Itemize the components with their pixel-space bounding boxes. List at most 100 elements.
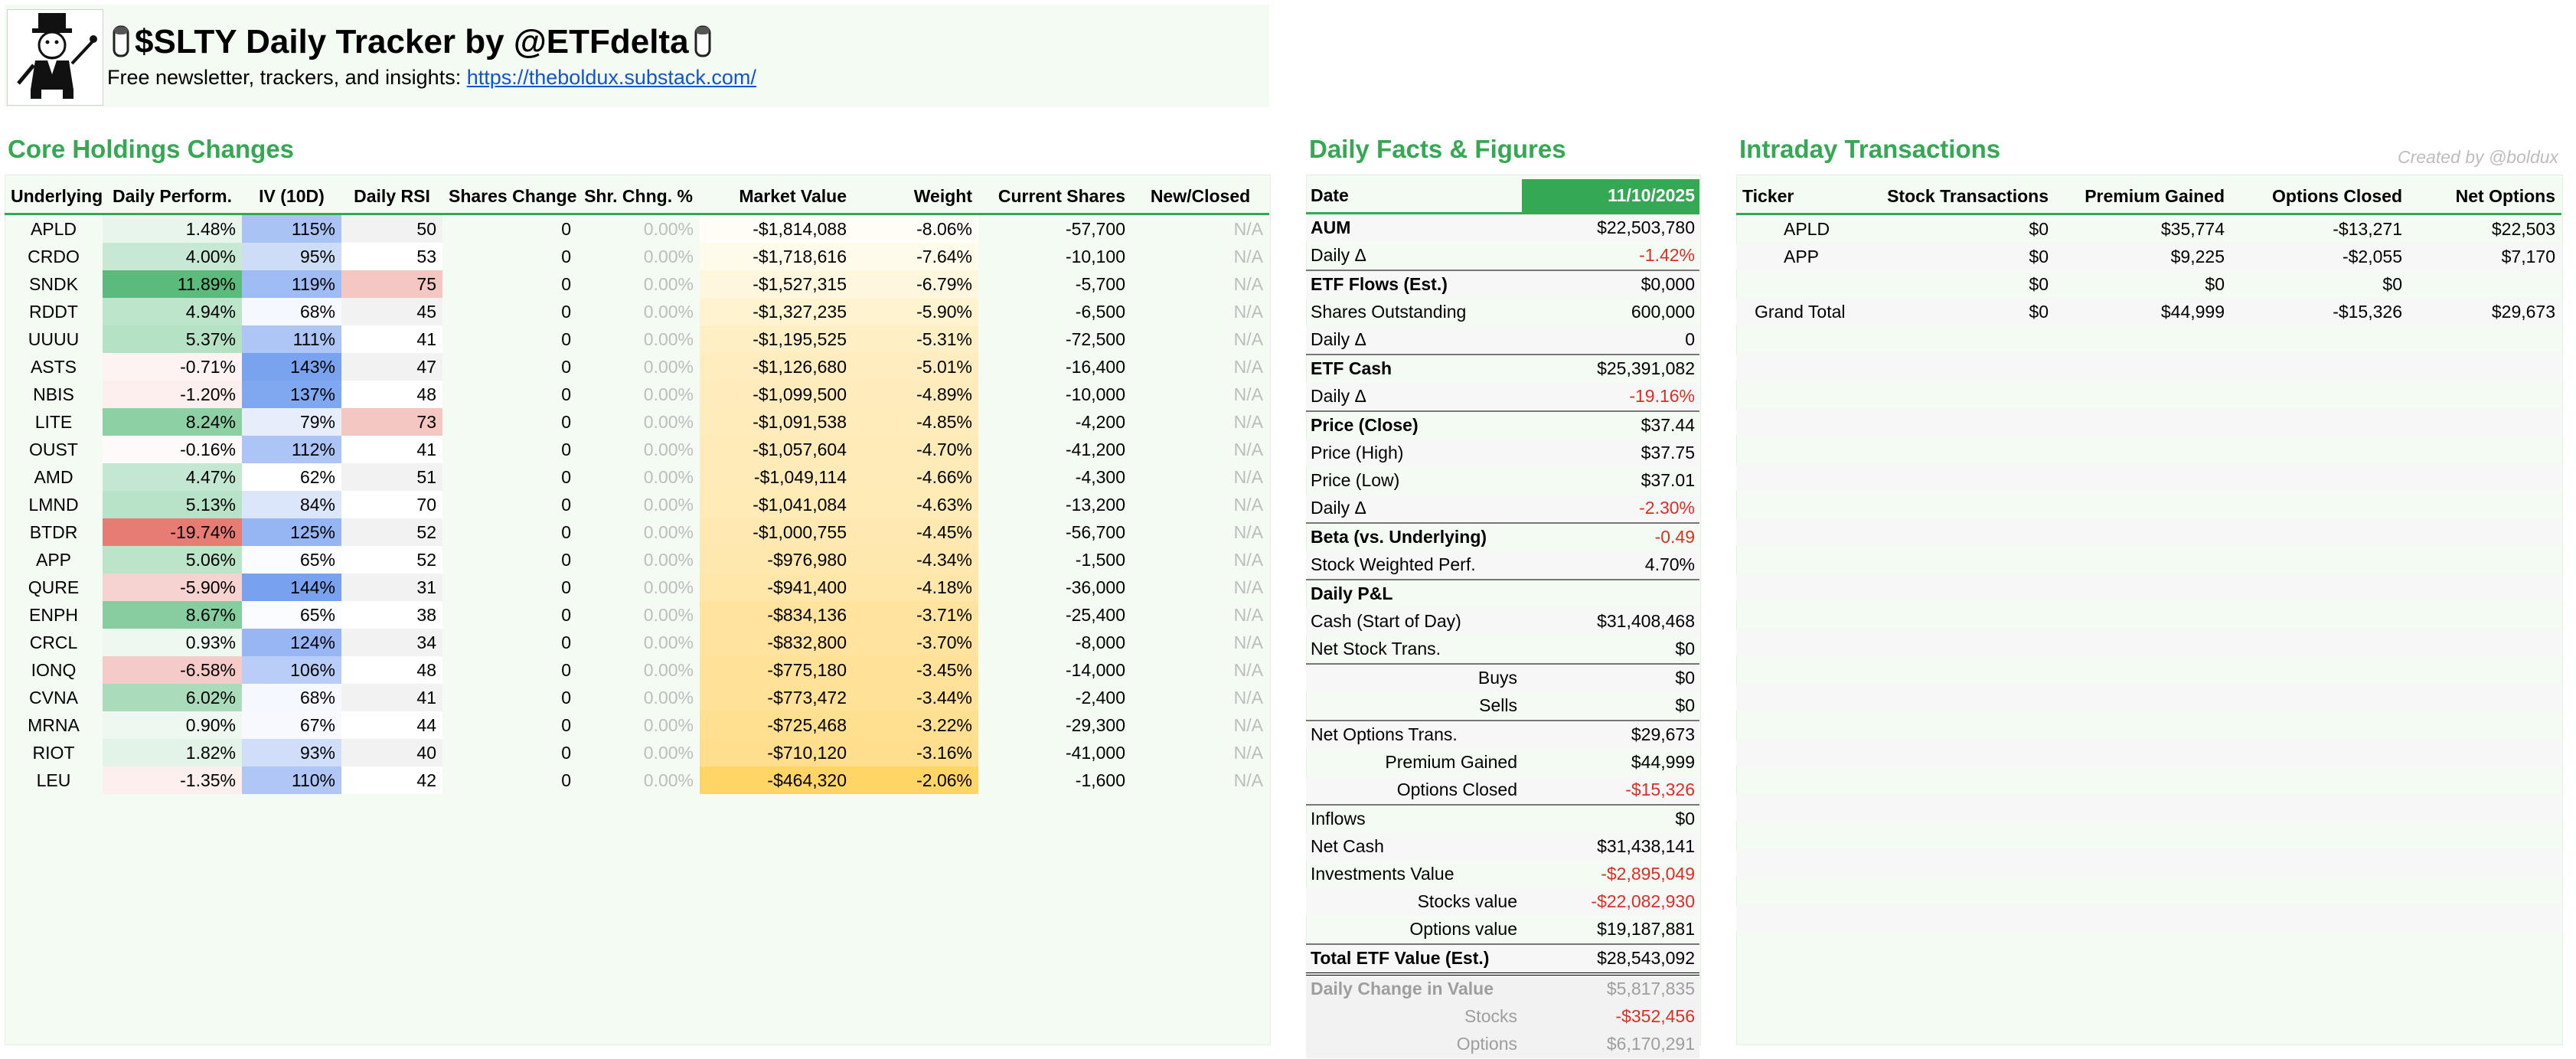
- facts-value: $31,408,468: [1522, 607, 1699, 636]
- ticker-cell: IONQ: [31, 659, 77, 680]
- empty-row: [1736, 381, 2561, 408]
- daily-perform-cell: 4.47%: [103, 463, 242, 491]
- empty-cell: [1736, 491, 1871, 518]
- current-shares-cell: -25,400: [1065, 604, 1125, 625]
- facts-row: Beta (vs. Underlying) -0.49: [1306, 521, 1699, 551]
- ticker-cell: BTDR: [29, 521, 78, 542]
- facts-label: Net Stock Trans.: [1311, 639, 1441, 659]
- facts-row: Daily Δ -1.42%: [1306, 242, 1699, 270]
- daily-perform-cell: 5.13%: [103, 491, 242, 518]
- iv-cell: 137%: [242, 381, 341, 408]
- current-shares-cell: -10,000: [1065, 384, 1125, 404]
- daily-perform-cell: -5.90%: [103, 574, 242, 601]
- premium-gained-cell: $0: [2205, 273, 2225, 294]
- rsi-cell: 52: [341, 518, 442, 546]
- weight-cell: -2.06%: [853, 766, 978, 794]
- rsi-cell: 53: [341, 243, 442, 270]
- shares-change-pct-cell: 0.00%: [643, 384, 694, 404]
- iv-cell: 110%: [242, 766, 341, 794]
- empty-cell: [2408, 656, 2561, 684]
- daily-perform-cell: -0.71%: [103, 353, 242, 381]
- table-row: ENPH 8.67% 65% 38 0 0.00% -$834,136 -3.71% -25,4…: [5, 601, 1269, 629]
- ticker-cell: ENPH: [29, 604, 78, 625]
- empty-cell: [2055, 932, 2231, 959]
- facts-value: -2.30%: [1522, 494, 1699, 523]
- creator-credit: Created by @boldux: [2398, 147, 2559, 167]
- facts-value: $0: [1675, 695, 1695, 715]
- shares-change-pct-cell: 0.00%: [643, 246, 694, 266]
- current-shares-cell: -14,000: [1065, 659, 1125, 680]
- facts-row: Daily P&L: [1306, 578, 1699, 608]
- facts-label: Daily Change in Value: [1306, 973, 1522, 1003]
- salt-shaker-icon: [694, 25, 711, 57]
- facts-row: Daily Δ -2.30%: [1306, 494, 1699, 523]
- market-value-cell: -$834,136: [700, 601, 853, 629]
- market-value-cell: -$1,057,604: [700, 436, 853, 463]
- iv-cell: 68%: [242, 298, 341, 325]
- table-row: LITE 8.24% 79% 73 0 0.00% -$1,091,538 -4.85% -4,…: [5, 408, 1269, 436]
- empty-row: [1736, 656, 2561, 684]
- shares-change-cell: 0: [561, 687, 571, 708]
- ticker-cell: RIOT: [32, 742, 75, 763]
- table-row: CRCL 0.93% 124% 34 0 0.00% -$832,800 -3.70% -8,0…: [5, 629, 1269, 656]
- facts-row: Stocks value -$22,082,930: [1306, 887, 1699, 916]
- facts-label: Options Closed: [1306, 776, 1522, 805]
- new-closed-cell: N/A: [1233, 301, 1263, 322]
- empty-cell: [2231, 711, 2408, 739]
- empty-cell: [2408, 849, 2561, 877]
- rsi-cell: 41: [341, 436, 442, 463]
- daily-perform-cell: -0.16%: [103, 436, 242, 463]
- premium-gained-cell: $9,225: [2055, 243, 2231, 270]
- ticker-cell: APLD: [30, 218, 77, 239]
- empty-row: [1736, 518, 2561, 546]
- empty-cell: [2231, 381, 2408, 408]
- facts-value: -$2,895,049: [1601, 864, 1695, 884]
- facts-value: -$22,082,930: [1522, 887, 1699, 916]
- empty-cell: [2231, 877, 2408, 904]
- empty-cell: [1871, 877, 2055, 904]
- facts-label: Net Options Trans.: [1306, 719, 1522, 749]
- shares-change-pct-cell: 0.00%: [643, 411, 694, 432]
- empty-cell: [1871, 629, 2055, 656]
- current-shares-cell: -1,600: [1075, 770, 1125, 790]
- new-closed-cell: N/A: [1233, 770, 1263, 790]
- weight-cell: -4.70%: [853, 436, 978, 463]
- empty-cell: [2055, 353, 2231, 381]
- shares-change-pct-cell: 0.00%: [643, 521, 694, 542]
- empty-cell: [1871, 932, 2055, 959]
- daily-perform-cell: 4.00%: [103, 243, 242, 270]
- stock-transactions-cell: $0: [2029, 218, 2049, 239]
- column-header: Market Value: [700, 179, 853, 215]
- newsletter-link[interactable]: https://theboldux.substack.com/: [466, 66, 756, 89]
- options-closed-cell: $0: [2382, 273, 2402, 294]
- shares-change-cell: 0: [561, 273, 571, 294]
- facts-label: Daily Δ: [1306, 325, 1522, 355]
- empty-row: [1736, 932, 2561, 959]
- empty-cell: [1736, 546, 1871, 574]
- empty-row: [1736, 711, 2561, 739]
- empty-cell: [2408, 463, 2561, 491]
- facts-row: ETF Flows (Est.) $0,000: [1306, 269, 1699, 299]
- iv-cell: 65%: [242, 546, 341, 574]
- empty-cell: [2055, 518, 2231, 546]
- empty-cell: [2408, 518, 2561, 546]
- ticker-cell: CVNA: [29, 687, 78, 708]
- current-shares-cell: -1,500: [1075, 549, 1125, 570]
- current-shares-cell: -5,700: [1075, 273, 1125, 294]
- daily-perform-cell: 5.37%: [103, 325, 242, 353]
- empty-cell: [2231, 353, 2408, 381]
- facts-value: $0,000: [1522, 269, 1699, 299]
- market-value-cell: -$832,800: [700, 629, 853, 656]
- empty-cell: [2231, 463, 2408, 491]
- empty-cell: [2231, 656, 2408, 684]
- current-shares-cell: -57,700: [1065, 218, 1125, 239]
- daily-perform-cell: 11.89%: [103, 270, 242, 298]
- ticker-cell: ASTS: [30, 356, 77, 377]
- facts-value: $6,170,291: [1522, 1030, 1699, 1058]
- empty-cell: [1871, 684, 2055, 711]
- facts-label: Daily Δ: [1306, 494, 1522, 523]
- empty-cell: [2408, 325, 2561, 353]
- column-header: New/Closed: [1131, 179, 1269, 215]
- rsi-cell: 75: [341, 270, 442, 298]
- facts-label: Daily Δ: [1306, 382, 1522, 411]
